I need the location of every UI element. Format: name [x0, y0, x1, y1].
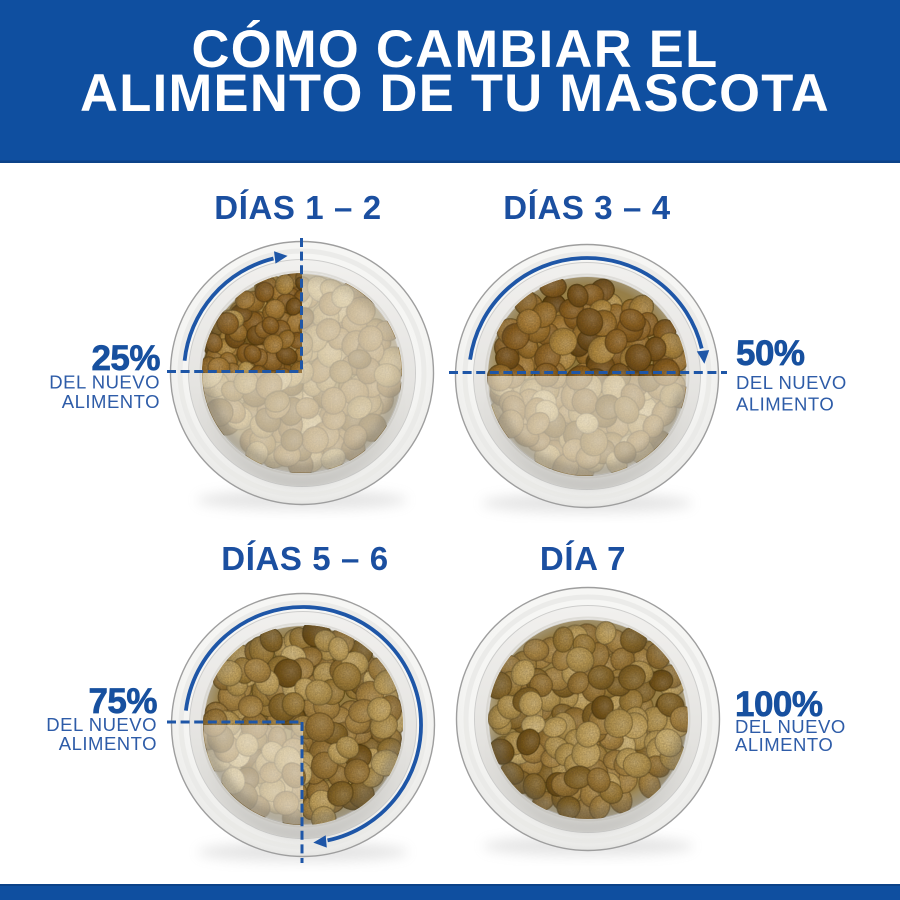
- svg-text:ALIMENTO: ALIMENTO: [735, 734, 833, 755]
- svg-text:DÍA 7: DÍA 7: [540, 540, 626, 577]
- svg-text:ALIMENTO: ALIMENTO: [59, 733, 157, 754]
- svg-text:DÍAS 3 – 4: DÍAS 3 – 4: [503, 189, 670, 226]
- svg-text:DEL NUEVO: DEL NUEVO: [46, 714, 157, 735]
- svg-text:DEL NUEVO: DEL NUEVO: [49, 372, 160, 393]
- svg-text:DEL NUEVO: DEL NUEVO: [736, 372, 847, 393]
- svg-text:ALIMENTO: ALIMENTO: [736, 394, 834, 415]
- svg-text:ALIMENTO: ALIMENTO: [62, 391, 160, 412]
- svg-text:25%: 25%: [91, 339, 160, 378]
- svg-text:DÍAS 5 – 6: DÍAS 5 – 6: [221, 540, 388, 577]
- svg-text:ALIMENTO DE TU MASCOTA: ALIMENTO DE TU MASCOTA: [80, 64, 830, 123]
- svg-text:75%: 75%: [88, 682, 157, 721]
- svg-text:CÓMO CAMBIAR EL: CÓMO CAMBIAR EL: [192, 20, 719, 79]
- svg-text:DÍAS 1 – 2: DÍAS 1 – 2: [214, 189, 381, 226]
- svg-text:DEL NUEVO: DEL NUEVO: [735, 716, 846, 737]
- svg-text:50%: 50%: [736, 334, 805, 373]
- svg-text:100%: 100%: [735, 685, 823, 724]
